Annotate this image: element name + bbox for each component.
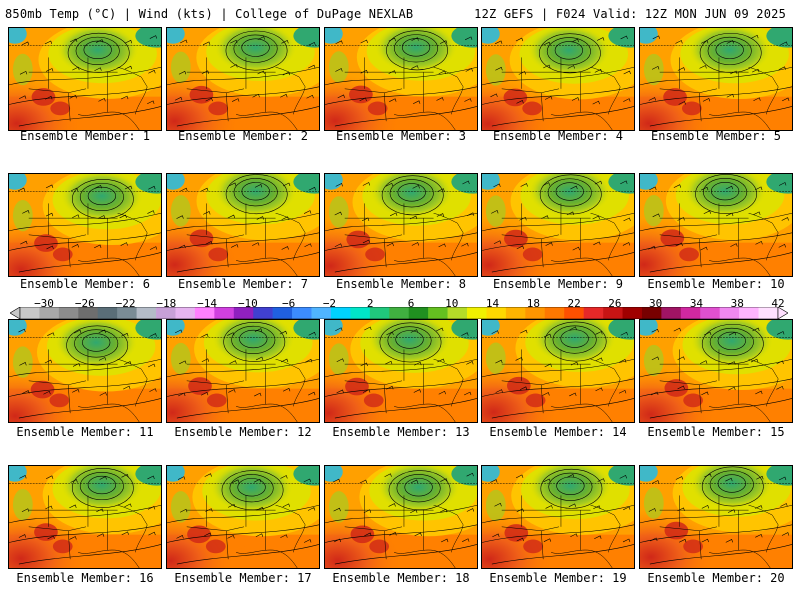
ensemble-map-4	[481, 27, 635, 131]
member-caption: Ensemble Member: 17	[174, 571, 312, 585]
member-caption: Ensemble Member: 14	[489, 425, 627, 439]
member-caption: Ensemble Member: 4	[492, 129, 624, 143]
ensemble-map-3	[324, 27, 478, 131]
ensemble-map-15	[639, 319, 793, 423]
ensemble-map-6	[8, 173, 162, 277]
title-right: 12Z GEFS | F024 Valid: 12Z MON JUN 09 20…	[474, 7, 786, 21]
ensemble-map-18	[324, 465, 478, 569]
ensemble-map-14	[481, 319, 635, 423]
member-caption: Ensemble Member: 1	[19, 129, 151, 143]
member-caption: Ensemble Member: 2	[177, 129, 309, 143]
ensemble-map-16	[8, 465, 162, 569]
member-caption: Ensemble Member: 20	[647, 571, 785, 585]
colorbar	[10, 307, 788, 319]
ensemble-map-20	[639, 465, 793, 569]
ensemble-map-11	[8, 319, 162, 423]
title-left: 850mb Temp (°C) | Wind (kts) | College o…	[5, 7, 414, 21]
ensemble-map-7	[166, 173, 320, 277]
ensemble-map-9	[481, 173, 635, 277]
member-caption: Ensemble Member: 7	[177, 277, 309, 291]
ensemble-map-1	[8, 27, 162, 131]
header: 850mb Temp (°C) | Wind (kts) | College o…	[0, 0, 800, 24]
member-caption: Ensemble Member: 8	[335, 277, 467, 291]
member-caption: Ensemble Member: 9	[492, 277, 624, 291]
member-caption: Ensemble Member: 3	[335, 129, 467, 143]
member-caption: Ensemble Member: 13	[332, 425, 470, 439]
member-caption: Ensemble Member: 15	[647, 425, 785, 439]
member-caption: Ensemble Member: 19	[489, 571, 627, 585]
member-caption: Ensemble Member: 6	[19, 277, 151, 291]
colorbar-tick-label: 6	[407, 297, 415, 310]
ensemble-map-10	[639, 173, 793, 277]
ensemble-map-17	[166, 465, 320, 569]
colorbar-tick-label: 2	[366, 297, 374, 310]
member-caption: Ensemble Member: 11	[16, 425, 154, 439]
member-caption: Ensemble Member: 18	[332, 571, 470, 585]
ensemble-map-2	[166, 27, 320, 131]
member-caption: Ensemble Member: 16	[16, 571, 154, 585]
ensemble-map-19	[481, 465, 635, 569]
member-caption: Ensemble Member: 5	[650, 129, 782, 143]
ensemble-map-8	[324, 173, 478, 277]
member-caption: Ensemble Member: 12	[174, 425, 312, 439]
ensemble-map-5	[639, 27, 793, 131]
ensemble-map-13	[324, 319, 478, 423]
ensemble-map-12	[166, 319, 320, 423]
member-caption: Ensemble Member: 10	[647, 277, 785, 291]
